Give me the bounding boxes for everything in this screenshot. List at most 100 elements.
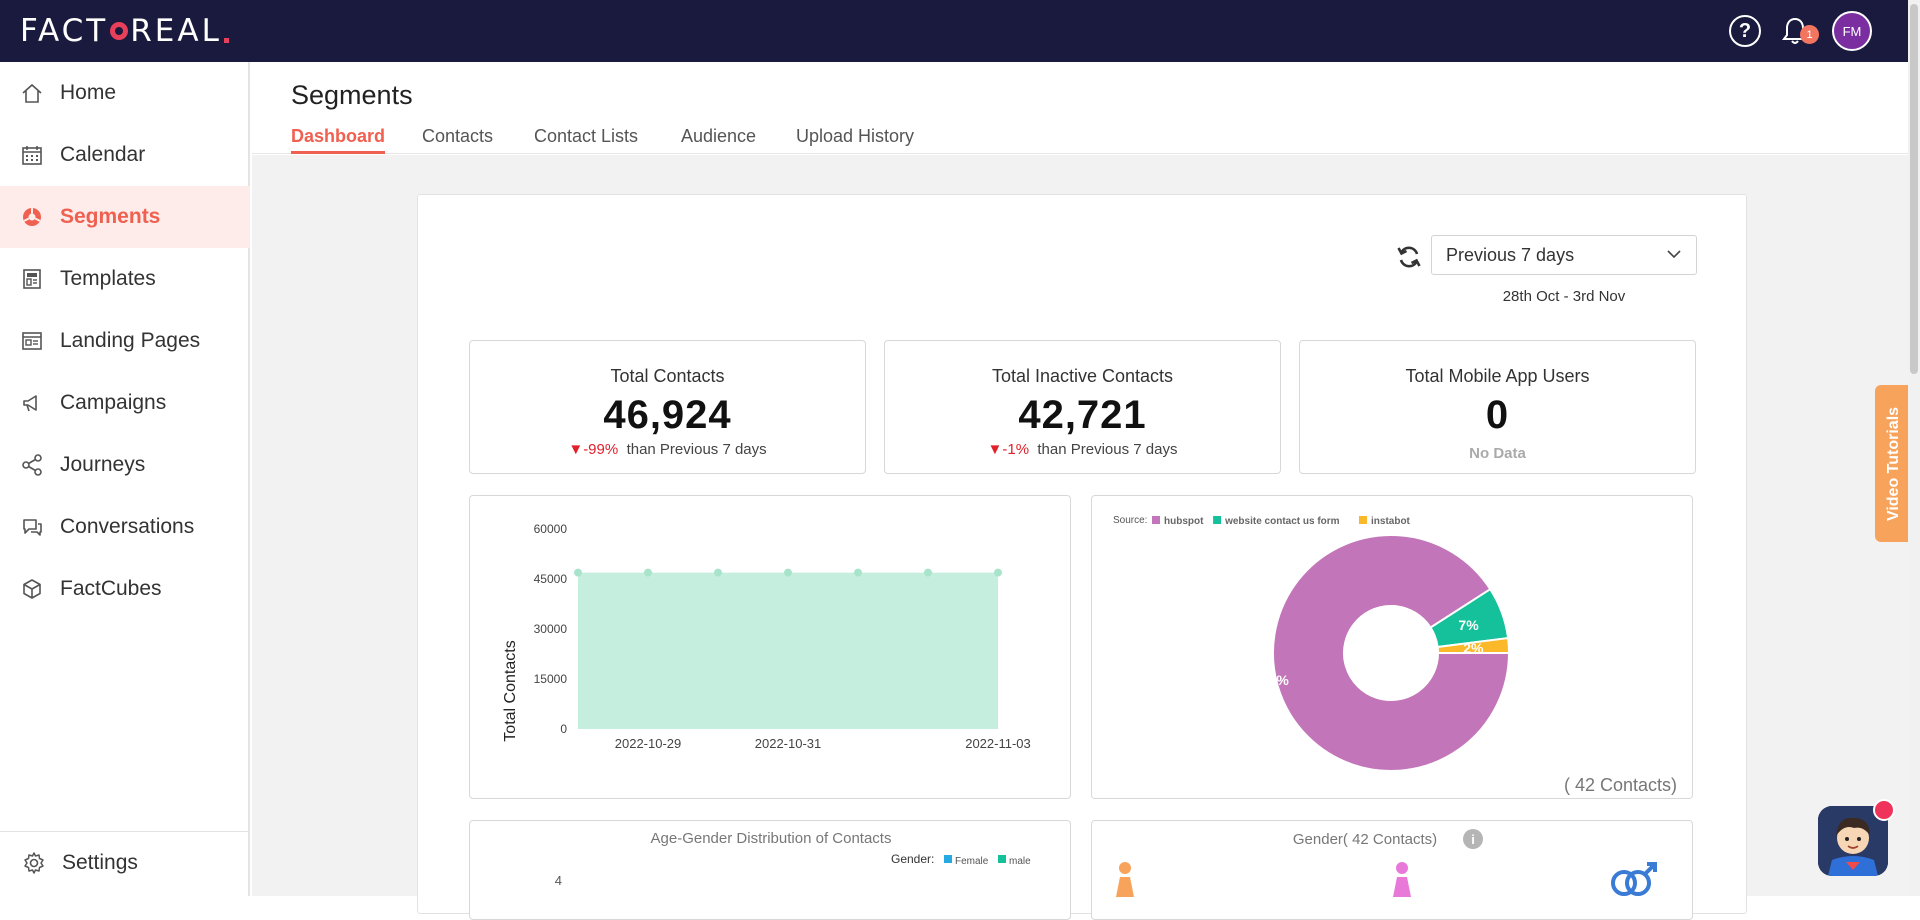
female-icon [1116,862,1134,897]
help-icon[interactable]: ? [1729,15,1761,47]
gender-panel-graphic: Gender( 42 Contacts) i [1116,829,1657,897]
stat-change-text: than Previous 7 days [626,441,767,458]
down-arrow-icon: ▼ [568,441,584,458]
stat-total-mobile-app-users: Total Mobile App Users 0 No Data [1299,340,1696,474]
landing-pages-icon [20,329,44,353]
page-title: Segments [291,80,413,110]
data-point [994,568,1002,577]
pie-slice [1436,636,1511,654]
svg-text:i: i [1471,832,1475,847]
tab-upload-history[interactable]: Upload History [796,126,915,146]
share-icon [20,453,44,477]
page-scrollbar[interactable] [1908,0,1920,896]
data-point [644,568,652,577]
down-arrow-icon: ▼ [987,441,1003,458]
page-header: Segments Dashboard Contacts Contact List… [252,62,1908,154]
stat-total-contacts: Total Contacts 46,924 ▼-99% than Previou… [469,340,866,474]
gear-icon [22,851,46,875]
segments-icon [20,205,44,229]
stat-change: ▼-99% than Previous 7 days [470,441,865,458]
legend-swatch [1359,516,1367,524]
sidebar-item-calendar[interactable]: Calendar [0,124,250,186]
chevron-down-icon [1666,246,1682,267]
tab-contacts[interactable]: Contacts [422,126,494,146]
sidebar-item-settings[interactable]: Settings [0,832,250,894]
chatbot-notification-dot [1873,799,1895,821]
sidebar-item-home[interactable]: Home [0,62,250,124]
sidebar-divider [0,831,250,832]
legend-label-male: male [1009,856,1031,867]
chatbot-avatar-icon[interactable] [1818,806,1888,876]
data-point [574,568,582,577]
legend-swatch-female [944,855,952,863]
factoreal-logo[interactable]: FACT REAL [20,13,229,49]
legend-swatch-male [998,855,1006,863]
date-range-select[interactable]: Previous 7 days [1431,235,1697,275]
top-bar: FACT REAL ? 1 FM [0,0,1920,62]
stat-no-data: No Data [1469,445,1526,462]
gender-panel-title: Gender( 42 Contacts) [1293,831,1437,848]
sidebar-item-campaigns[interactable]: Campaigns [0,372,250,434]
home-icon [20,81,44,105]
contacts-area-chart: Total Contacts 60000 45000 30000 15000 0 2022… [502,522,1031,751]
tab-audience[interactable]: Audience [681,126,757,146]
sidebar-item-landing-pages[interactable]: Landing Pages [0,310,250,372]
video-tutorials-tab[interactable]: Video Tutorials [1875,385,1912,542]
legend-swatch [1152,516,1160,524]
y-tick-label: 0 [560,722,567,736]
male-symbol-icon [1611,862,1657,896]
legend-label: website contact us form [1224,516,1340,527]
stat-change-value: -99% [583,441,619,458]
templates-icon [20,267,44,291]
pie-slice-label: 7% [1458,617,1479,633]
stat-total-inactive-contacts: Total Inactive Contacts 42,721 ▼-1% than… [884,340,1281,474]
source-pie-chart: Source: hubspot website contact us form in… [1113,515,1677,795]
sidebar-item-journeys[interactable]: Journeys [0,434,250,496]
stat-value: 46,924 [603,393,732,437]
user-avatar[interactable]: FM [1832,11,1872,51]
tab-contact-lists[interactable]: Contact Lists [534,126,639,146]
legend-label-female: Female [955,856,989,867]
sidebar-item-label: Campaigns [60,391,167,414]
pie-slice-label: 2% [1463,640,1484,656]
x-tick-label: 2022-10-31 [755,736,822,751]
stat-value: 0 [1485,393,1510,437]
sidebar-item-templates[interactable]: Templates [0,248,250,310]
y-axis-label: Total Contacts [502,640,519,741]
info-icon[interactable]: i [1463,829,1483,849]
megaphone-icon [20,391,44,415]
sidebar: Home Calendar Segments Templates Landing… [0,62,250,896]
y-tick-label: 30000 [534,622,568,636]
y-tick-label: 15000 [534,672,568,686]
source-pie-chart-panel: Source: hubspot website contact us form in… [1091,495,1693,799]
chart-title: Age-Gender Distribution of Contacts [651,830,892,847]
stat-change: ▼-1% than Previous 7 days [885,441,1280,458]
stat-change-value: -1% [1002,441,1030,458]
chat-icon [20,515,44,539]
stat-label: Total Contacts [610,366,725,386]
sidebar-item-label: Segments [60,205,161,228]
legend-label: instabot [1371,516,1411,527]
sidebar-item-segments[interactable]: Segments [0,186,250,248]
legend-swatch [1213,516,1222,524]
cube-icon [20,577,44,601]
pie-slice-label: 90% [1261,672,1290,688]
area-series [578,572,998,729]
sidebar-item-conversations[interactable]: Conversations [0,496,250,558]
notification-bell-icon[interactable] [1778,14,1812,48]
y-tick-label: 45000 [534,572,568,586]
tab-dashboard[interactable]: Dashboard [291,126,386,154]
stat-change-text: than Previous 7 days [1037,441,1178,458]
pie-legend: hubspot website contact us form instabot [1152,516,1411,527]
data-point [714,568,722,577]
legend-title: Source: [1113,515,1147,526]
pie-footer: ( 42 Contacts) [1564,775,1677,795]
sidebar-item-label: Conversations [60,515,195,538]
scrollbar-thumb[interactable] [1910,4,1918,374]
legend-title: Gender: [891,852,934,866]
sidebar-item-factcubes[interactable]: FactCubes [0,558,250,620]
legend-label: hubspot [1164,516,1204,527]
refresh-icon[interactable] [1396,244,1422,270]
calendar-icon [20,143,44,167]
gender-panel: Gender( 42 Contacts) i [1091,820,1693,920]
